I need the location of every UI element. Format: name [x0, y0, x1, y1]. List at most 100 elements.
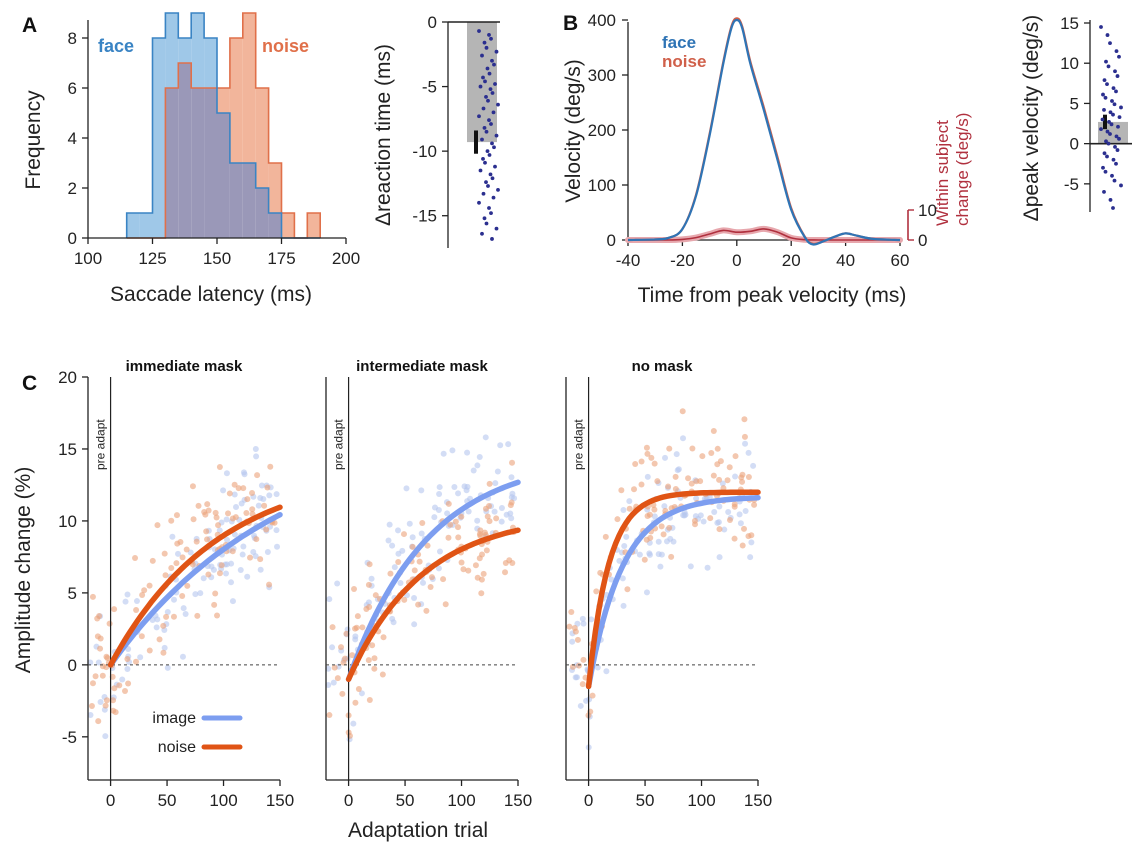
adapt-point-noise — [660, 531, 667, 538]
adapt-point-noise — [214, 612, 221, 619]
adapt-point-image — [411, 621, 418, 628]
change-y-label-2: change (deg/s) — [953, 113, 972, 226]
adapt-point-image — [655, 538, 662, 545]
hist-x-tick-label: 200 — [332, 249, 360, 268]
pv-diff-point — [1106, 141, 1111, 146]
rt-diff-point — [487, 153, 492, 157]
rt-diff-point — [490, 176, 495, 181]
adapt-point-noise — [409, 543, 416, 550]
adapt-point-image — [580, 620, 587, 627]
adapt-point-noise — [644, 450, 651, 457]
adapt-point-noise — [589, 692, 596, 699]
hist-bar-noise — [268, 163, 282, 213]
rt-diff-point — [491, 110, 496, 115]
hist-bar-overlap — [242, 163, 256, 238]
rt-diff-point — [486, 98, 490, 103]
adapt-point-noise — [447, 521, 454, 528]
adapt-point-noise — [602, 533, 609, 540]
pv-diff-ticks: 15 10 5 0 -5 — [1060, 14, 1090, 194]
adapt-point-image — [732, 473, 739, 480]
reaction-time-difference: 0 -5 -10 -15 Δreaction time (ms) — [372, 13, 500, 248]
adapt-point-noise — [106, 620, 113, 627]
adapt-point-noise — [195, 502, 202, 509]
adapt-point-noise — [741, 416, 748, 423]
adapt-point-noise — [593, 588, 600, 595]
adapt-point-image — [368, 575, 375, 582]
adapt-point-image — [208, 563, 215, 570]
pv-diff-point — [1099, 25, 1103, 29]
hist-y-tick-label: 8 — [68, 29, 77, 48]
adapt-point-image — [621, 542, 628, 549]
adapt-point-noise — [177, 538, 184, 545]
adapt-point-image — [389, 542, 396, 549]
pv-diff-y-tick-label: 5 — [1070, 94, 1079, 113]
adapt-point-noise — [465, 567, 472, 574]
adapt-point-image — [240, 543, 247, 550]
change-y-tick-label: 0 — [918, 231, 927, 250]
hist-bar-face — [178, 38, 192, 63]
peak-velocity-difference: 15 10 5 0 -5 Δpeak velocity (deg/s) — [1020, 14, 1132, 221]
adapt-point-noise — [726, 464, 733, 471]
adapt-point-noise — [478, 590, 485, 597]
adapt-point-noise — [99, 663, 106, 670]
adapt-x-tick-label: 50 — [396, 791, 415, 810]
adapt-point-image — [418, 530, 425, 537]
rt-diff-point — [487, 118, 491, 123]
adapt-point-noise — [614, 516, 621, 523]
change-y-tick-label: 10 — [918, 201, 937, 220]
adapt-point-image — [436, 490, 443, 497]
vel-x-tick-label: -20 — [670, 251, 695, 270]
rt-diff-point — [494, 226, 499, 231]
adapt-point-noise — [732, 453, 739, 460]
hist-bar-face — [191, 13, 205, 88]
pv-diff-point — [1115, 148, 1120, 152]
adapt-point-image — [680, 512, 687, 519]
rt-diff-point — [492, 62, 496, 67]
vel-y-tick-label: 300 — [588, 66, 616, 85]
adapt-point-image — [386, 521, 393, 528]
adapt-point-image — [391, 564, 398, 571]
adapt-point-noise — [738, 474, 745, 481]
pv-diff-point — [1104, 59, 1108, 64]
vel-y-tick-label: 400 — [588, 11, 616, 30]
vel-x-tick-label: 40 — [836, 251, 855, 270]
adapt-point-image — [124, 591, 131, 598]
rt-diff-point — [480, 137, 484, 142]
adapt-point-noise — [355, 686, 362, 693]
adapt-point-noise — [452, 518, 459, 525]
adapt-point-image — [494, 468, 501, 475]
pv-diff-point — [1111, 206, 1115, 210]
adapt-point-image — [444, 510, 451, 517]
adapt-point-noise — [349, 652, 356, 659]
adapt-point-image — [465, 508, 472, 515]
adapt-point-image — [124, 666, 131, 673]
pv-diff-point — [1105, 129, 1110, 134]
rt-diff-point — [484, 45, 489, 50]
panel-label-c: C — [22, 372, 37, 395]
adapt-point-image — [569, 638, 576, 645]
hist-bar-face — [139, 213, 153, 238]
adapt-point-noise — [714, 461, 721, 468]
hist-bar-noise — [229, 38, 243, 163]
adapt-point-noise — [478, 576, 485, 583]
adapt-point-noise — [626, 505, 633, 512]
adapt-point-noise — [689, 445, 696, 452]
adapt-fit-image — [585, 494, 761, 690]
adapt-point-noise — [247, 554, 254, 561]
adapt-point-image — [620, 602, 627, 609]
rt-diff-y-tick-label: 0 — [428, 13, 437, 32]
adapt-point-noise — [688, 480, 695, 487]
adapt-point-image — [464, 449, 471, 456]
adapt-point-noise — [566, 623, 573, 630]
adapt-point-noise — [267, 463, 274, 470]
adapt-point-image — [747, 554, 754, 561]
adapt-point-noise — [710, 428, 717, 435]
hist-ticks: 100 125 150 175 200 0 2 4 6 8 — [68, 29, 361, 268]
rt-diff-point — [489, 211, 493, 216]
rt-diff-point — [482, 40, 487, 45]
adapt-point-image — [711, 509, 718, 516]
adapt-point-noise — [427, 583, 434, 590]
adapt-panel-3: no mask pre adapt 0 50 100 150 — [565, 358, 772, 810]
hist-bar-overlap — [268, 213, 282, 238]
adapt-point-noise — [146, 582, 153, 589]
